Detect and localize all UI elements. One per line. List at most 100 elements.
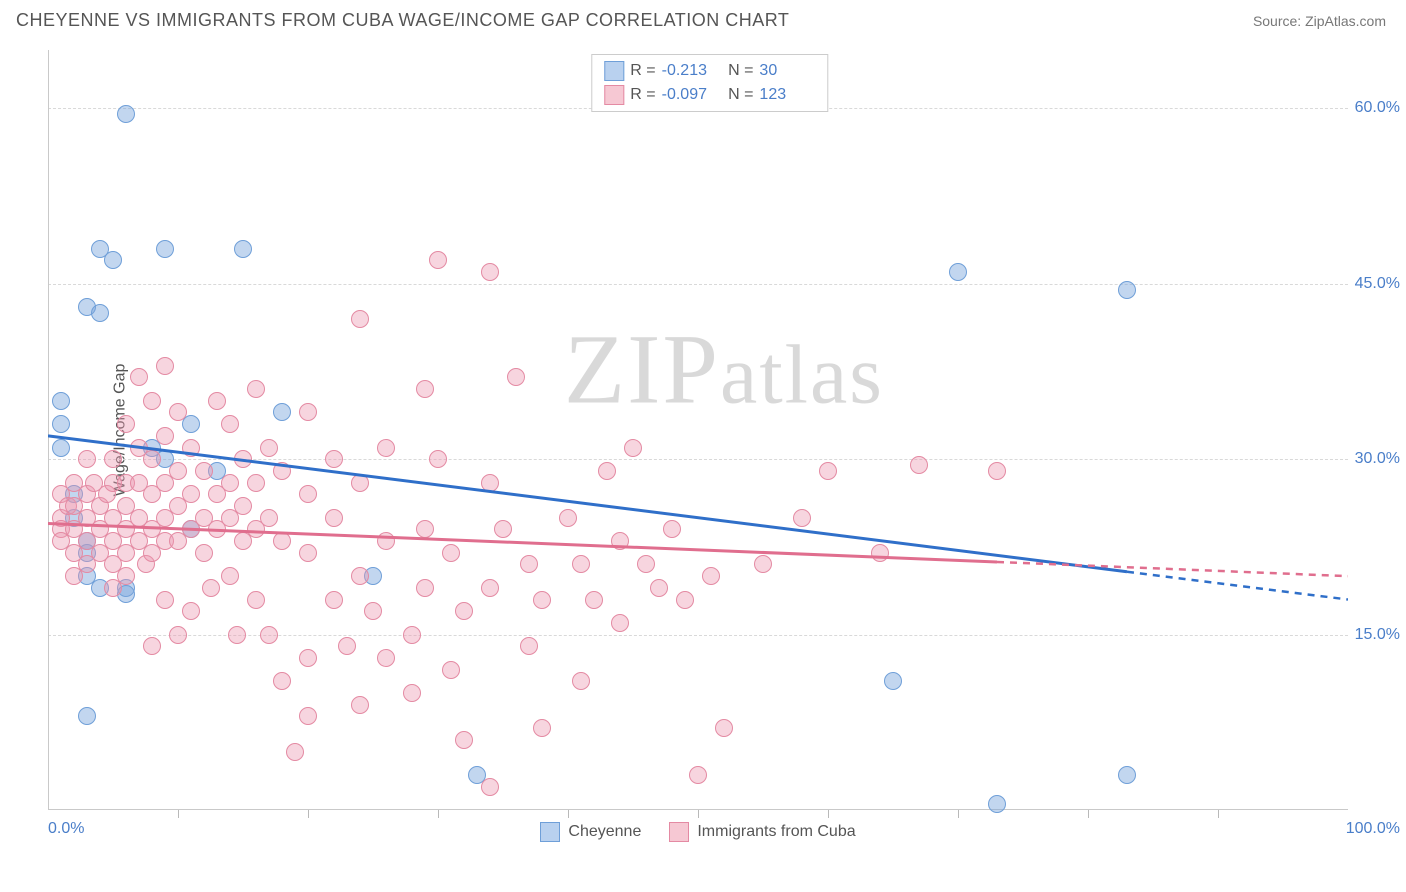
legend-stats-row: R = -0.213 N = 30 — [604, 59, 815, 83]
chart-area: Wage/Income Gap ZIPatlas R = -0.213 N = … — [48, 50, 1348, 810]
y-axis-line — [48, 50, 49, 810]
y-tick-label: 15.0% — [1355, 626, 1400, 644]
legend-swatch — [604, 61, 624, 81]
data-point — [715, 719, 733, 737]
data-point — [416, 380, 434, 398]
data-point — [403, 626, 421, 644]
data-point — [247, 591, 265, 609]
data-point — [507, 368, 525, 386]
data-point — [273, 672, 291, 690]
data-point — [884, 672, 902, 690]
data-point — [195, 462, 213, 480]
data-point — [910, 456, 928, 474]
watermark-rest: atlas — [720, 329, 884, 422]
data-point — [585, 591, 603, 609]
data-point — [169, 626, 187, 644]
data-point — [351, 474, 369, 492]
data-point — [364, 602, 382, 620]
source-attribution: Source: ZipAtlas.com — [1253, 13, 1386, 29]
data-point — [455, 602, 473, 620]
legend-swatch — [604, 85, 624, 105]
x-axis-label: 0.0% — [48, 820, 84, 838]
legend-n-label: N = — [724, 83, 754, 107]
data-point — [533, 719, 551, 737]
data-point — [91, 304, 109, 322]
data-point — [676, 591, 694, 609]
data-point — [624, 439, 642, 457]
data-point — [169, 403, 187, 421]
data-point — [1118, 766, 1136, 784]
data-point — [611, 532, 629, 550]
data-point — [351, 310, 369, 328]
x-tick — [1088, 810, 1089, 818]
header: CHEYENNE VS IMMIGRANTS FROM CUBA WAGE/IN… — [0, 0, 1406, 37]
data-point — [871, 544, 889, 562]
data-point — [988, 462, 1006, 480]
data-point — [455, 731, 473, 749]
data-point — [117, 105, 135, 123]
data-point — [169, 462, 187, 480]
legend-r-value: -0.213 — [662, 59, 718, 83]
legend-r-label: R = — [630, 83, 655, 107]
data-point — [273, 532, 291, 550]
data-point — [1118, 281, 1136, 299]
data-point — [299, 544, 317, 562]
data-point — [819, 462, 837, 480]
x-tick — [438, 810, 439, 818]
data-point — [286, 743, 304, 761]
data-point — [299, 649, 317, 667]
data-point — [377, 532, 395, 550]
trend-lines — [48, 50, 1348, 810]
y-tick-label: 60.0% — [1355, 99, 1400, 117]
legend-stats: R = -0.213 N = 30 R = -0.097 N = 123 — [591, 54, 828, 112]
data-point — [325, 509, 343, 527]
data-point — [481, 579, 499, 597]
data-point — [52, 439, 70, 457]
data-point — [442, 661, 460, 679]
watermark-main: ZIP — [564, 314, 720, 425]
data-point — [182, 439, 200, 457]
x-tick — [308, 810, 309, 818]
data-point — [52, 392, 70, 410]
data-point — [481, 778, 499, 796]
gridline — [48, 284, 1348, 285]
data-point — [494, 520, 512, 538]
trend-line-dashed — [997, 562, 1348, 576]
data-point — [156, 591, 174, 609]
legend-series-name: Immigrants from Cuba — [697, 823, 855, 841]
data-point — [247, 380, 265, 398]
data-point — [702, 567, 720, 585]
data-point — [481, 474, 499, 492]
legend-swatch — [540, 822, 560, 842]
data-point — [754, 555, 772, 573]
data-point — [221, 567, 239, 585]
data-point — [351, 567, 369, 585]
data-point — [416, 520, 434, 538]
watermark: ZIPatlas — [564, 312, 884, 427]
x-tick — [568, 810, 569, 818]
data-point — [156, 240, 174, 258]
data-point — [481, 263, 499, 281]
data-point — [325, 591, 343, 609]
legend-n-value: 30 — [759, 59, 815, 83]
data-point — [650, 579, 668, 597]
data-point — [338, 637, 356, 655]
data-point — [260, 439, 278, 457]
data-point — [104, 450, 122, 468]
data-point — [234, 450, 252, 468]
data-point — [533, 591, 551, 609]
y-tick-label: 45.0% — [1355, 275, 1400, 293]
data-point — [228, 626, 246, 644]
legend-r-value: -0.097 — [662, 83, 718, 107]
x-tick — [698, 810, 699, 818]
data-point — [273, 403, 291, 421]
data-point — [416, 579, 434, 597]
data-point — [572, 672, 590, 690]
x-tick — [1218, 810, 1219, 818]
data-point — [572, 555, 590, 573]
data-point — [260, 626, 278, 644]
legend-swatch — [669, 822, 689, 842]
data-point — [442, 544, 460, 562]
data-point — [221, 415, 239, 433]
data-point — [130, 368, 148, 386]
